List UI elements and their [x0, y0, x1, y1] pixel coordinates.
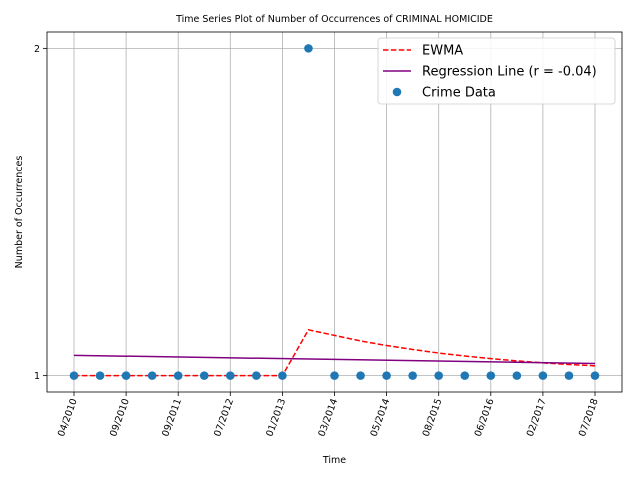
legend-box — [377, 37, 616, 105]
crime-data-point — [538, 371, 548, 380]
crime-data-point — [408, 371, 417, 380]
crime-data-point — [173, 371, 183, 380]
crime-data-point — [121, 371, 131, 380]
x-tick-label: 07/2018 — [577, 397, 601, 438]
x-tick-label: 08/2015 — [421, 397, 445, 438]
crime-data-point — [434, 371, 444, 380]
crime-data-point — [382, 371, 391, 380]
crime-data-point — [226, 371, 235, 380]
chart-title: Time Series Plot of Number of Occurrence… — [175, 14, 493, 25]
crime-data-point — [590, 371, 600, 380]
legend: EWMA Regression Line (r = -0.04) Crime Dat… — [377, 37, 616, 105]
crime-data-point — [304, 44, 313, 53]
x-tick-label: 07/2012 — [212, 397, 236, 438]
x-axis-label: Time — [322, 455, 346, 466]
crime-data-point — [486, 371, 496, 380]
crime-data-point — [330, 371, 339, 380]
y-axis: 12 — [34, 44, 47, 382]
legend-label: EWMA — [422, 44, 463, 59]
regression-line — [73, 354, 596, 365]
x-tick-label: 03/2014 — [316, 397, 340, 438]
crime-data-point — [95, 371, 105, 380]
crime-data-point — [564, 371, 574, 380]
crime-data-point — [252, 371, 261, 380]
y-tick-label: 1 — [34, 371, 40, 382]
x-tick-label: 09/2011 — [160, 397, 184, 438]
crime-data-point — [69, 371, 79, 380]
crime-data-point — [199, 371, 209, 380]
x-tick-label: 01/2013 — [264, 397, 288, 438]
crime-data-point — [356, 371, 365, 380]
x-axis: 04/2010 09/2010 09/2011 07/2012 01/2013 03/20… — [56, 392, 601, 438]
x-tick-label: 04/2010 — [56, 397, 80, 438]
x-tick-label: 02/2017 — [525, 397, 549, 438]
x-tick-label: 06/2016 — [473, 397, 497, 438]
x-tick-label: 05/2014 — [369, 397, 393, 438]
y-axis-label: Number of Occurrences — [14, 156, 25, 269]
series-layer — [69, 44, 600, 380]
ewma-line — [74, 328, 596, 377]
crime-data-point — [278, 371, 287, 380]
legend-label: Crime Data — [422, 86, 496, 101]
x-tick-label: 09/2010 — [108, 397, 132, 438]
crime-data-point — [512, 371, 522, 380]
crime-data-point — [460, 371, 470, 380]
y-tick-label: 2 — [34, 44, 40, 55]
legend-marker-crime-data — [392, 87, 402, 97]
crime-data-point — [147, 371, 157, 380]
legend-label: Regression Line (r = -0.04) — [422, 65, 597, 80]
